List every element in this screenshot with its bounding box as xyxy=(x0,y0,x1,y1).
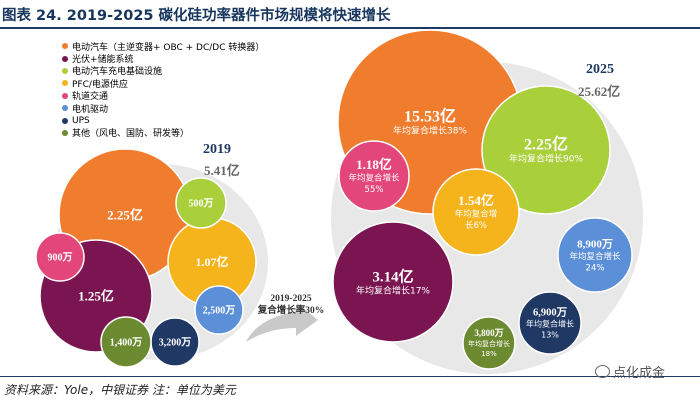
legend-dot-rail xyxy=(62,92,68,99)
year-2019-label: 2019 xyxy=(203,142,231,157)
watermark-text: 点化成金 xyxy=(613,366,666,381)
bubble-value-label: 1,400万 xyxy=(110,337,143,349)
legend-label: 轨道交通 xyxy=(72,92,109,103)
legend-dot-ups xyxy=(62,117,68,124)
bubble-2019-7 xyxy=(100,316,152,368)
bubble-value-label: 15.53亿 xyxy=(404,107,456,126)
legend-dot-pv xyxy=(62,55,68,62)
bubble-2025-7 xyxy=(462,316,516,370)
bubble-growth-label: 年均复合增长 xyxy=(468,339,510,348)
bubble-growth-label: 55% xyxy=(365,185,384,195)
bubble-value-label: 1.07亿 xyxy=(195,254,228,269)
arrow-cagr: 复合增长率30% xyxy=(257,306,325,316)
bubble-2025-3 xyxy=(432,168,520,256)
bubble-2025-6 xyxy=(518,291,582,355)
legend-item: 轨道交通 xyxy=(62,90,264,102)
legend-item: 其他（风电、国防、研发等） xyxy=(62,127,264,139)
source-note: 资料来源：Yole，中银证券 注：单位为美元 xyxy=(4,383,236,397)
title-divider xyxy=(0,27,700,29)
bubble-growth-label: 长6% xyxy=(465,220,487,231)
legend-item: UPS xyxy=(62,114,264,126)
legend: 电动汽车（主逆变器+ OBC + DC/DC 转换器） 光伏+储能系统 电动汽车… xyxy=(62,40,264,139)
wechat-icon xyxy=(595,365,610,378)
bubble-2025-2 xyxy=(338,140,410,212)
legend-label: 其他（风电、国防、研发等） xyxy=(72,129,190,140)
bubble-growth-label: 年均复合增 xyxy=(455,209,498,220)
legend-dot-pfc xyxy=(62,80,68,87)
bubble-growth-label: 年均复合增长17% xyxy=(356,284,430,296)
total-2025-label: 25.62亿 xyxy=(578,84,621,99)
bubble-2025-1 xyxy=(481,85,611,215)
bubble-value-label: 3,800万 xyxy=(474,328,503,338)
legend-dot-motor xyxy=(62,105,68,112)
legend-label: 电动汽车（主逆变器+ OBC + DC/DC 转换器） xyxy=(72,42,265,53)
chart-title: 图表 24. 2019-2025 碳化硅功率器件市场规模将快速增长 xyxy=(2,8,391,24)
total-2019-label: 5.41亿 xyxy=(204,163,240,178)
bubble-value-label: 3.14亿 xyxy=(372,267,413,285)
bubble-value-label: 1.54亿 xyxy=(458,193,494,208)
legend-label: 电动汽车充电基础设施 xyxy=(72,67,163,78)
bubble-growth-label: 年均复合增长 xyxy=(348,173,400,184)
bubble-value-label: 6,900万 xyxy=(533,307,568,319)
legend-label: UPS xyxy=(72,115,90,126)
legend-item: 光伏+储能系统 xyxy=(62,52,264,66)
bubble-growth-label: 年均复合增长38% xyxy=(393,125,467,137)
bubble-2019-5 xyxy=(194,285,244,335)
legend-dot-other xyxy=(62,129,68,136)
bubble-growth-label: 24% xyxy=(586,263,605,273)
bubble-2019-4 xyxy=(35,232,85,282)
arrow-period: 2019-2025 xyxy=(270,294,312,304)
bubble-value-label: 2.25亿 xyxy=(107,208,143,223)
bubble-value-label: 2.25亿 xyxy=(524,135,568,154)
legend-item: 电动汽车（主逆变器+ OBC + DC/DC 转换器） xyxy=(62,40,265,53)
bubble-growth-label: 年均复合增长 xyxy=(526,319,574,329)
legend-label: 光伏+储能系统 xyxy=(72,55,134,66)
watermark: 点化成金 xyxy=(595,362,665,381)
bubble-value-label: 900万 xyxy=(48,252,73,264)
bubble-growth-label: 年均复合增长90% xyxy=(509,153,583,165)
bubble-growth-label: 18% xyxy=(481,350,497,358)
bubble-value-label: 1.25亿 xyxy=(78,289,114,304)
legend-dot-charging xyxy=(62,67,68,74)
year-2025-label: 2025 xyxy=(586,62,614,77)
bubble-value-label: 1.18亿 xyxy=(356,157,392,172)
bubble-value-label: 8,900万 xyxy=(577,237,613,250)
legend-item: 电动汽车充电基础设施 xyxy=(62,65,264,77)
bubble-2025-5 xyxy=(557,217,633,293)
legend-label: PFC/电源供应 xyxy=(72,79,128,90)
bubble-growth-label: 13% xyxy=(541,331,559,340)
arrow-label: 2019-2025 复合增长率30% xyxy=(251,293,331,317)
bubble-value-label: 500万 xyxy=(189,198,214,210)
growth-arrow xyxy=(246,303,318,342)
bubble-growth-label: 年均复合增长 xyxy=(569,251,621,262)
bubble-2025-4 xyxy=(332,221,454,343)
legend-item: PFC/电源供应 xyxy=(62,77,264,90)
bubble-value-label: 3,200万 xyxy=(159,337,192,349)
legend-item: 电机驱动 xyxy=(62,102,264,115)
bubble-value-label: 2,500万 xyxy=(203,305,236,317)
legend-label: 电机驱动 xyxy=(72,104,109,115)
legend-dot-ev xyxy=(62,43,68,50)
footer-divider xyxy=(0,376,700,377)
bubble-2019-3 xyxy=(175,177,227,229)
